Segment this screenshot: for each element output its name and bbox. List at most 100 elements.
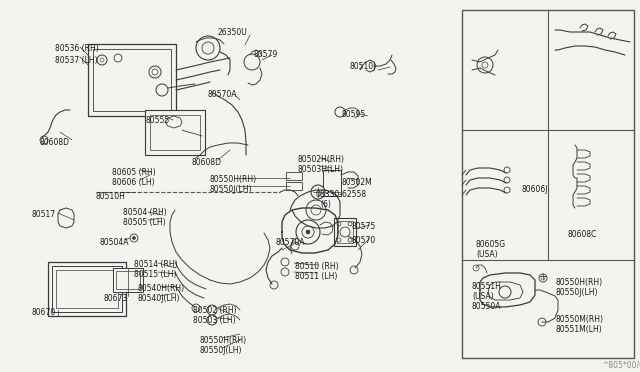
Circle shape	[281, 268, 289, 276]
Text: 80551M(LH): 80551M(LH)	[555, 325, 602, 334]
Text: 80670: 80670	[31, 308, 55, 317]
Circle shape	[207, 305, 217, 315]
Circle shape	[100, 58, 104, 62]
Circle shape	[541, 276, 545, 280]
Circle shape	[202, 42, 214, 54]
Text: 80540J(LH): 80540J(LH)	[138, 294, 180, 303]
Text: 80550A: 80550A	[472, 302, 502, 311]
Text: 80555: 80555	[145, 116, 169, 125]
Text: 80605G: 80605G	[476, 240, 506, 249]
Text: 80514 (RH): 80514 (RH)	[134, 260, 178, 269]
Text: (6): (6)	[320, 200, 331, 209]
Text: 80606 (LH): 80606 (LH)	[112, 178, 155, 187]
Text: 08330-62558: 08330-62558	[316, 190, 367, 199]
Circle shape	[296, 220, 320, 244]
Text: 80510J: 80510J	[350, 62, 376, 71]
Text: 80536 (RH): 80536 (RH)	[55, 44, 99, 53]
Text: 80570A: 80570A	[275, 238, 305, 247]
Text: 80502M: 80502M	[342, 178, 372, 187]
Text: 80673: 80673	[104, 294, 128, 303]
Text: 80540H(RH): 80540H(RH)	[138, 284, 185, 293]
Bar	[286, 172, 302, 180]
Text: 80608C: 80608C	[567, 230, 596, 239]
Circle shape	[477, 57, 493, 73]
Text: 80503H(LH): 80503H(LH)	[298, 165, 344, 174]
Circle shape	[152, 69, 158, 75]
Circle shape	[482, 62, 488, 68]
Text: 80515 (LH): 80515 (LH)	[134, 270, 177, 279]
Text: 26350U: 26350U	[218, 28, 248, 37]
Text: (USA): (USA)	[476, 250, 498, 259]
Text: 80517: 80517	[32, 210, 56, 219]
Text: 80502 (RH): 80502 (RH)	[193, 306, 237, 315]
Text: 80510H: 80510H	[95, 192, 125, 201]
Text: 80537 (LH): 80537 (LH)	[55, 56, 98, 65]
Circle shape	[473, 265, 479, 271]
Text: 80550H(RH): 80550H(RH)	[210, 175, 257, 184]
Circle shape	[196, 36, 220, 60]
Bar	[286, 182, 302, 190]
Text: 80575: 80575	[352, 222, 376, 231]
Text: 80502H(RH): 80502H(RH)	[298, 155, 345, 164]
Circle shape	[335, 107, 345, 117]
Text: ^805*00/0: ^805*00/0	[602, 360, 640, 369]
Text: 80550J(LH): 80550J(LH)	[555, 288, 598, 297]
Text: (USA): (USA)	[472, 292, 493, 301]
Circle shape	[499, 286, 511, 298]
Text: 80550H(RH): 80550H(RH)	[555, 278, 602, 287]
Text: 80550M(RH): 80550M(RH)	[555, 315, 603, 324]
Circle shape	[504, 167, 510, 173]
Circle shape	[149, 66, 161, 78]
Circle shape	[306, 230, 310, 234]
Circle shape	[192, 304, 200, 312]
Text: 80504 (RH): 80504 (RH)	[123, 208, 167, 217]
Text: 80595: 80595	[342, 110, 366, 119]
Text: 80608D: 80608D	[40, 138, 70, 147]
Bar	[145, 110, 205, 155]
Circle shape	[270, 281, 278, 289]
Circle shape	[340, 227, 350, 237]
Text: 80605 (RH): 80605 (RH)	[112, 168, 156, 177]
Bar	[462, 10, 634, 358]
Bar	[323, 170, 341, 196]
Text: 80550J(LH): 80550J(LH)	[210, 185, 253, 194]
Text: 80570A: 80570A	[208, 90, 237, 99]
Circle shape	[40, 136, 48, 144]
Circle shape	[311, 205, 321, 215]
Bar	[116, 271, 140, 289]
Bar	[56, 270, 118, 308]
Text: 80606J: 80606J	[522, 185, 548, 194]
Circle shape	[244, 54, 260, 70]
Circle shape	[281, 258, 289, 266]
Circle shape	[156, 84, 168, 96]
Circle shape	[504, 187, 510, 193]
Circle shape	[538, 318, 546, 326]
Bar	[150, 115, 200, 150]
Text: 80511 (LH): 80511 (LH)	[295, 272, 337, 281]
Circle shape	[311, 185, 325, 199]
Circle shape	[348, 238, 352, 242]
Circle shape	[132, 237, 136, 240]
Text: 80608D: 80608D	[192, 158, 222, 167]
Circle shape	[207, 315, 217, 325]
Text: 80550H(RH): 80550H(RH)	[200, 336, 247, 345]
Circle shape	[337, 222, 341, 226]
Text: 80504A: 80504A	[99, 238, 129, 247]
Bar	[52, 266, 122, 312]
Circle shape	[539, 274, 547, 282]
Circle shape	[348, 222, 352, 226]
Bar	[334, 218, 356, 246]
Circle shape	[97, 55, 107, 65]
Text: 80579: 80579	[253, 50, 277, 59]
Circle shape	[350, 266, 358, 274]
Circle shape	[291, 242, 299, 250]
Circle shape	[306, 200, 326, 220]
Bar	[93, 49, 171, 111]
Text: 80505 (LH): 80505 (LH)	[123, 218, 166, 227]
Text: 80510 (RH): 80510 (RH)	[295, 262, 339, 271]
Text: 80551H: 80551H	[472, 282, 502, 291]
Text: 80570: 80570	[352, 236, 376, 245]
Bar	[48, 262, 126, 316]
Bar	[88, 44, 176, 116]
Text: 80550J(LH): 80550J(LH)	[200, 346, 243, 355]
